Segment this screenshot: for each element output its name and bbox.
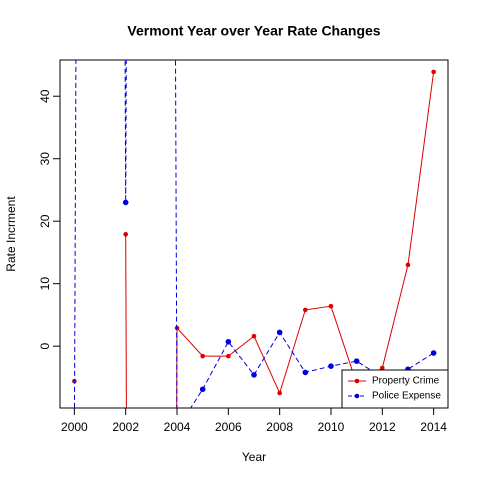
x-tick-label: 2000 <box>61 420 88 434</box>
series-point <box>123 232 128 237</box>
x-tick-label: 2012 <box>369 420 396 434</box>
x-axis-title: Year <box>242 450 266 464</box>
chart-title: Vermont Year over Year Rate Changes <box>127 23 380 39</box>
series-point <box>226 353 231 359</box>
series-point <box>328 363 334 369</box>
legend-marker <box>354 378 360 384</box>
series-point <box>328 303 334 309</box>
series-point <box>431 69 436 75</box>
x-tick-label: 2014 <box>420 420 447 434</box>
x-tick-label: 2008 <box>266 420 293 434</box>
x-tick-label: 2002 <box>112 420 139 434</box>
plot-frame <box>59 59 449 409</box>
series-line <box>125 71 435 408</box>
series-point <box>122 199 129 206</box>
x-tick-label: 2006 <box>215 420 242 434</box>
y-tick-label: 0 <box>38 342 52 349</box>
series-point <box>380 365 385 371</box>
legend-label: Property Crime <box>372 376 440 387</box>
x-tick-label: 2004 <box>164 420 191 434</box>
legend-label: Police Expense <box>372 391 441 402</box>
y-axis-title: Rate Incrment <box>4 196 18 272</box>
series-point <box>302 369 309 376</box>
series-point <box>430 350 437 356</box>
series-point <box>225 338 232 345</box>
series-point <box>353 358 360 364</box>
series-point <box>200 353 205 359</box>
series-point <box>276 329 283 336</box>
y-tick-label: 40 <box>38 89 52 103</box>
y-tick-label: 20 <box>38 214 52 228</box>
x-tick-label: 2010 <box>318 420 345 434</box>
legend-box <box>341 369 449 409</box>
series-point <box>277 390 282 396</box>
y-tick-label: 10 <box>38 277 52 291</box>
y-tick-label: 30 <box>38 152 52 166</box>
series-point <box>251 372 257 378</box>
series-point <box>303 307 308 313</box>
series-point <box>251 333 257 339</box>
legend-marker <box>354 393 360 399</box>
series-point <box>405 262 411 268</box>
series-point <box>199 386 206 393</box>
series-point <box>72 437 78 443</box>
